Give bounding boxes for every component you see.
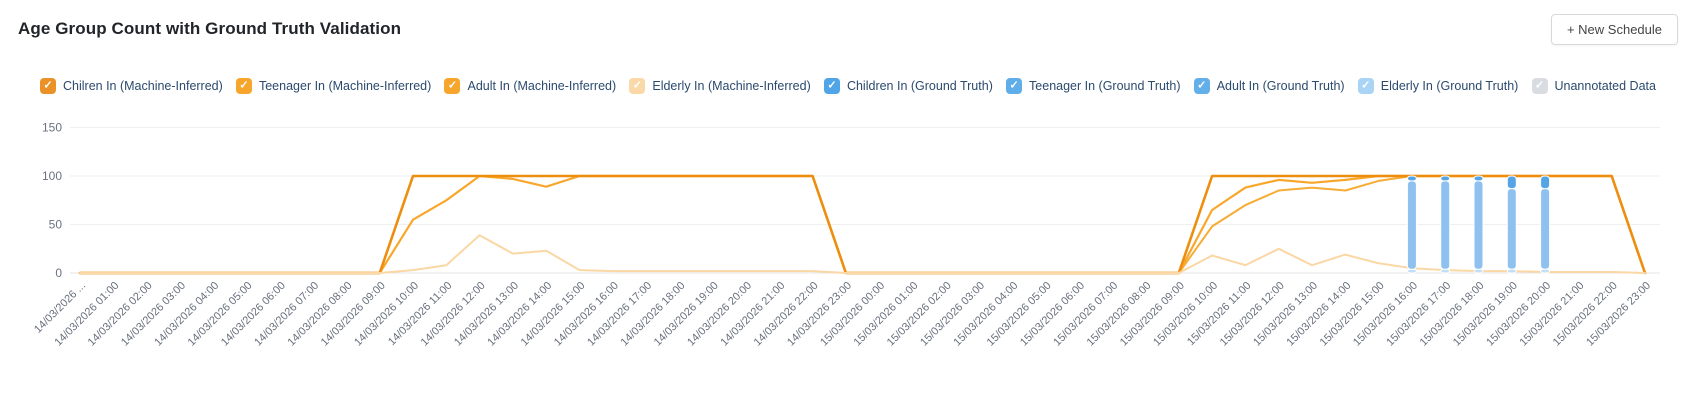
- legend-item-3[interactable]: ✓ Elderly In (Machine-Inferred): [629, 78, 811, 94]
- chart-svg: 0 50 100 150 14/03/2026 ...14/03/2026 01:001…: [32, 121, 1660, 349]
- check-icon: ✓: [447, 79, 458, 91]
- check-icon: ✓: [827, 79, 837, 91]
- legend-checkbox-icon[interactable]: ✓: [629, 78, 646, 94]
- legend-item-1[interactable]: ✓ Teenager In (Machine-Inferred): [235, 78, 432, 94]
- legend-item-label: Teenager In (Ground Truth): [1029, 79, 1181, 93]
- legend-item-label: Elderly In (Ground Truth): [1380, 79, 1519, 93]
- chart-area: 0 50 100 150 14/03/2026 ... 14/03/2026 01:00 1…: [0, 104, 1694, 411]
- bar-series[interactable]: [1406, 175, 1551, 274]
- svg-text:150: 150: [42, 121, 62, 135]
- legend-checkbox-icon[interactable]: ✓: [823, 78, 840, 94]
- line-series: [78, 174, 1647, 275]
- check-icon: ✓: [239, 79, 249, 91]
- legend-item-8[interactable]: ✓ Unannotated Data: [1531, 78, 1656, 94]
- svg-text:50: 50: [49, 218, 63, 232]
- legend-item-label: Chilren In (Machine-Inferred): [63, 79, 223, 93]
- legend-checkbox-icon[interactable]: ✓: [1531, 78, 1548, 94]
- legend-item-4[interactable]: ✓ Children In (Ground Truth): [823, 78, 993, 94]
- legend-checkbox-icon[interactable]: ✓: [235, 78, 252, 94]
- svg-text:15/03/2026 23:00: 15/03/2026 23:00: [1584, 280, 1653, 349]
- legend-item-label: Unannotated Data: [1554, 79, 1656, 93]
- legend-checkbox-icon[interactable]: ✓: [1193, 78, 1210, 94]
- legend-item-label: Teenager In (Machine-Inferred): [258, 79, 432, 93]
- legend-item-5[interactable]: ✓ Teenager In (Ground Truth): [1006, 78, 1181, 94]
- check-icon: ✓: [632, 79, 642, 91]
- check-icon: ✓: [1361, 79, 1371, 91]
- legend-item-label: Adult In (Ground Truth): [1216, 79, 1345, 93]
- new-schedule-button[interactable]: + New Schedule: [1550, 13, 1678, 45]
- check-icon: ✓: [43, 79, 53, 91]
- legend-checkbox-icon[interactable]: ✓: [444, 78, 461, 94]
- x-axis-labels: 14/03/2026 ...14/03/2026 01:0014/03/2026…: [32, 280, 1653, 349]
- legend-checkbox-icon[interactable]: ✓: [40, 78, 56, 94]
- page-title: Age Group Count with Ground Truth Valida…: [18, 19, 402, 38]
- legend-checkbox-icon[interactable]: ✓: [1006, 78, 1023, 94]
- svg-text:100: 100: [42, 169, 62, 183]
- header: Age Group Count with Ground Truth Valida…: [0, 0, 1694, 58]
- legend: ✓ Chilren In (Machine-Inferred) ✓ Teenager …: [0, 72, 1694, 100]
- legend-item-label: Adult In (Machine-Inferred): [467, 79, 617, 93]
- legend-checkbox-icon[interactable]: ✓: [1357, 78, 1374, 94]
- check-icon: ✓: [1534, 79, 1545, 91]
- svg-text:0: 0: [55, 266, 62, 280]
- legend-item-6[interactable]: ✓ Adult In (Ground Truth): [1193, 78, 1345, 94]
- check-icon: ✓: [1009, 79, 1019, 91]
- legend-item-7[interactable]: ✓ Elderly In (Ground Truth): [1357, 78, 1519, 94]
- legend-item-label: Elderly In (Machine-Inferred): [652, 79, 811, 93]
- check-icon: ✓: [1197, 79, 1207, 91]
- y-grid: 0 50 100 150: [42, 121, 1660, 280]
- legend-item-2[interactable]: ✓ Adult In (Machine-Inferred): [444, 78, 616, 94]
- legend-item-label: Children In (Ground Truth): [846, 79, 993, 93]
- legend-item-0[interactable]: ✓ Chilren In (Machine-Inferred): [40, 78, 223, 94]
